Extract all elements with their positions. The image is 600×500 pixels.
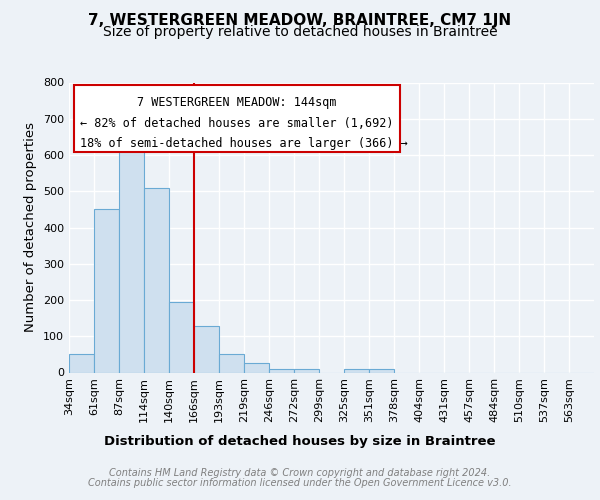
Bar: [219, 354, 244, 372]
Bar: [194, 326, 219, 372]
Bar: [69, 354, 94, 372]
Bar: [344, 369, 369, 372]
Text: Distribution of detached houses by size in Braintree: Distribution of detached houses by size …: [104, 435, 496, 448]
Bar: [294, 369, 319, 372]
Bar: [119, 133, 144, 372]
Text: Contains public sector information licensed under the Open Government Licence v3: Contains public sector information licen…: [88, 478, 512, 488]
Text: 7, WESTERGREEN MEADOW, BRAINTREE, CM7 1JN: 7, WESTERGREEN MEADOW, BRAINTREE, CM7 1J…: [88, 12, 512, 28]
Text: 18% of semi-detached houses are larger (366) →: 18% of semi-detached houses are larger (…: [79, 137, 407, 150]
Bar: [94, 210, 119, 372]
Text: Contains HM Land Registry data © Crown copyright and database right 2024.: Contains HM Land Registry data © Crown c…: [109, 468, 491, 477]
Bar: [269, 369, 294, 372]
FancyBboxPatch shape: [74, 86, 400, 152]
Y-axis label: Number of detached properties: Number of detached properties: [25, 122, 37, 332]
Text: Size of property relative to detached houses in Braintree: Size of property relative to detached ho…: [103, 25, 497, 39]
Text: ← 82% of detached houses are smaller (1,692): ← 82% of detached houses are smaller (1,…: [79, 117, 393, 130]
Bar: [244, 364, 269, 372]
Bar: [369, 369, 394, 372]
Bar: [144, 188, 169, 372]
Text: 7 WESTERGREEN MEADOW: 144sqm: 7 WESTERGREEN MEADOW: 144sqm: [137, 96, 337, 108]
Bar: [169, 302, 194, 372]
